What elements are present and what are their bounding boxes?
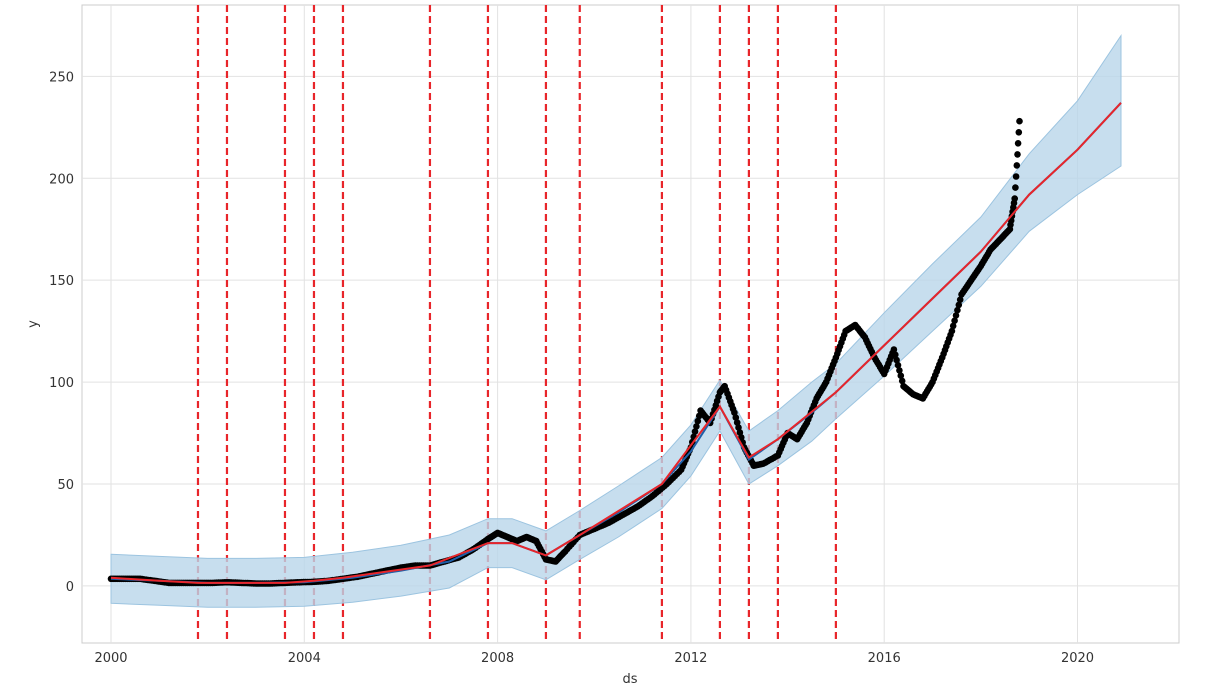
- x-tick-label: 2004: [288, 651, 321, 666]
- observed-point: [1016, 117, 1023, 125]
- observed-point: [890, 346, 898, 353]
- observed-point: [897, 372, 905, 380]
- observed-point: [898, 377, 906, 385]
- observed-point: [738, 434, 745, 441]
- observed-point: [954, 306, 961, 314]
- observed-point: [894, 361, 902, 369]
- plot-area: [81, 4, 1180, 644]
- x-axis-label: ds: [622, 672, 637, 687]
- y-tick-label: 250: [49, 70, 74, 85]
- y-tick-labels: 0 50 100 150 200 250: [49, 70, 74, 595]
- trend-line: [110, 102, 1122, 584]
- uncertainty-band: [110, 33, 1122, 608]
- observed-point: [956, 296, 964, 304]
- x-tick-label: 2012: [674, 651, 707, 666]
- x-tick-label: 2000: [94, 651, 127, 666]
- observed-point: [691, 428, 699, 435]
- x-tick-labels: 2000 2004 2008 2012 2016 2020: [94, 651, 1094, 666]
- observed-point: [948, 327, 956, 335]
- observed-point: [1015, 129, 1023, 136]
- observed-point: [735, 424, 742, 431]
- y-tick-label: 200: [49, 172, 74, 187]
- y-tick-label: 0: [66, 580, 74, 595]
- x-tick-label: 2008: [481, 651, 514, 666]
- y-tick-label: 50: [57, 478, 74, 493]
- y-tick-label: 100: [49, 376, 74, 391]
- observed-point: [1011, 195, 1018, 202]
- x-tick-label: 2020: [1061, 651, 1094, 666]
- observed-point: [1014, 151, 1021, 158]
- observed-point: [952, 312, 960, 319]
- observed-point: [694, 417, 702, 425]
- uncertainty-band-area: [110, 33, 1122, 608]
- observed-point: [693, 423, 700, 430]
- trend-line-path: [110, 102, 1122, 584]
- x-tick-label: 2016: [868, 651, 901, 666]
- observed-point: [732, 414, 740, 421]
- observed-point: [1013, 162, 1021, 169]
- observed-point: [892, 351, 899, 359]
- observed-point: [1012, 184, 1019, 191]
- observed-point: [955, 301, 963, 309]
- observed-point: [1014, 140, 1022, 147]
- observed-point: [893, 356, 900, 364]
- observed-point: [896, 367, 903, 374]
- observed-point: [951, 317, 958, 325]
- observed-point: [949, 322, 957, 330]
- y-axis-label: y: [26, 320, 41, 328]
- y-tick-label: 150: [49, 274, 74, 289]
- observed-point: [1012, 173, 1020, 180]
